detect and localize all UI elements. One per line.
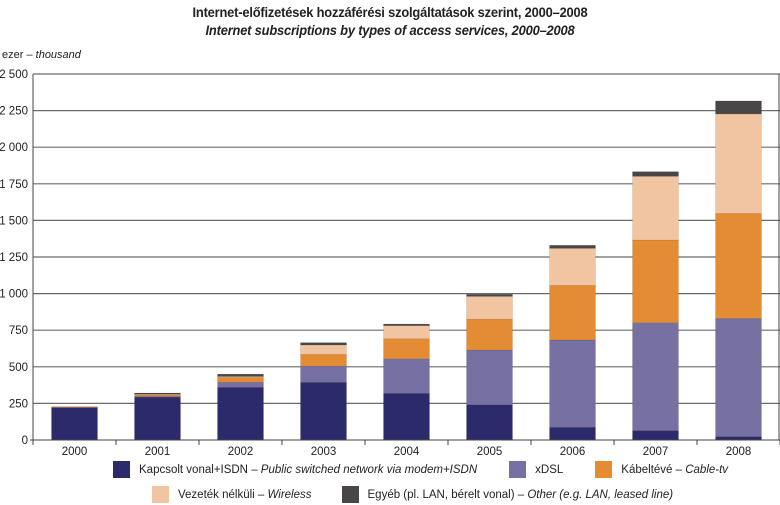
bar-segment <box>549 427 596 441</box>
bar-segment <box>715 213 762 319</box>
bar-segment <box>715 100 762 115</box>
legend-swatch-wireless <box>152 486 169 503</box>
legend-label-hu: Vezeték nélküli <box>178 488 255 501</box>
y-tick-label: 1 750 <box>0 179 28 191</box>
legend-label-en: Public switched network via modem+ISDN <box>260 463 478 476</box>
y-tick-label: 2 500 <box>0 69 28 81</box>
bar-segment <box>549 248 596 286</box>
bar-segment <box>632 430 679 441</box>
x-tick-label: 2008 <box>726 446 752 458</box>
bar-segment <box>466 318 513 351</box>
bar-segment <box>300 382 347 441</box>
bar-segment <box>466 294 513 297</box>
y-tick-label: 750 <box>9 325 28 337</box>
bar-segment <box>300 354 347 367</box>
bar-segment <box>300 342 347 346</box>
legend-swatch-xdsl <box>509 461 527 478</box>
bar-segment <box>632 239 679 323</box>
bar-segment <box>632 176 679 241</box>
legend-label-en: Wireless <box>267 488 312 501</box>
y-tick-label: 1 000 <box>0 289 28 301</box>
legend-item-dialup: Kapcsolt vonal+ISDN – Public switched ne… <box>113 461 477 478</box>
unit-label-hu: ezer <box>2 49 24 61</box>
bar-segment <box>715 436 762 441</box>
bar-segment <box>217 381 264 388</box>
legend-item-other: Egyéb (pl. LAN, bérelt vonal) – Other (e… <box>341 486 674 503</box>
y-tick-label: 2 250 <box>0 106 28 118</box>
bar-segment <box>217 377 264 383</box>
bar-segment <box>383 393 430 441</box>
y-tick-label: 1 500 <box>0 215 28 227</box>
legend-swatch-other <box>341 486 359 503</box>
x-tick-label: 2006 <box>560 446 586 458</box>
legend-item-xdsl: xDSL <box>509 461 563 478</box>
bar-segment <box>466 349 513 405</box>
x-tick-label: 2001 <box>145 446 171 458</box>
legend-item-cable: Kábeltévé – Cable-tv <box>595 461 728 478</box>
bar-segment <box>632 322 679 431</box>
legend-item-wireless: Vezeték nélküli – Wireless <box>152 486 312 503</box>
bar-segment <box>383 338 430 359</box>
legend-label-hu: Kapcsolt vonal+ISDN <box>139 463 248 476</box>
bar-segment <box>383 323 430 326</box>
bar-segment <box>383 358 430 394</box>
bar-segment <box>134 396 181 441</box>
bar-segment <box>715 113 762 214</box>
x-tick-label: 2002 <box>228 446 254 458</box>
bar-segment <box>715 318 762 437</box>
legend-label-hu: Egyéb (pl. LAN, bérelt vonal) <box>367 488 515 501</box>
y-axis-unit-label: ezer – thousand <box>2 49 81 61</box>
legend-label-hu: Kábeltévé <box>621 463 673 476</box>
bar-segment <box>383 325 430 339</box>
bar-segment <box>549 339 596 428</box>
unit-label-en: thousand <box>35 49 81 61</box>
y-tick-label: 500 <box>9 362 28 374</box>
x-tick-label: 2004 <box>394 446 420 458</box>
chart-title: Internet-előfizetések hozzáférési szolgá… <box>192 4 588 20</box>
legend-label-hu: xDSL <box>535 463 564 476</box>
y-tick-label: 250 <box>9 398 28 410</box>
legend-swatch-cable <box>595 461 613 478</box>
bar-segment <box>51 406 98 441</box>
bar-segment <box>549 285 596 341</box>
bar-segment <box>632 171 679 177</box>
chart-subtitle: Internet subscriptions by types of acces… <box>205 22 575 38</box>
legend-label-en: Cable-tv <box>685 463 729 476</box>
bar-segment <box>134 392 181 395</box>
bar-segment <box>217 373 264 377</box>
x-tick-label: 2007 <box>643 446 669 458</box>
bar-segment <box>300 344 347 355</box>
y-tick-label: 0 <box>22 435 28 447</box>
bar-segment <box>466 404 513 441</box>
legend-swatch-dialup <box>113 461 130 478</box>
legend-row-1: Kapcsolt vonal+ISDN – Public switched ne… <box>113 461 750 478</box>
stacked-bar-chart: 0 250 500 750 1 000 1 250 1 500 1 750 2 000 2 250… <box>0 69 780 458</box>
legend-row-2: Vezeték nélküli – Wireless Egyéb (pl. LA… <box>152 486 695 503</box>
bar-segment <box>217 387 264 441</box>
x-tick-label: 2000 <box>62 446 88 458</box>
x-tick-label: 2005 <box>477 446 503 458</box>
bar-segment <box>51 406 98 408</box>
bar-segment <box>549 245 596 249</box>
legend-label-en: Other (e.g. LAN, leased line) <box>527 488 674 501</box>
y-tick-label: 1 250 <box>0 252 28 264</box>
bar-segment <box>466 296 513 320</box>
bar-segment <box>300 365 347 383</box>
x-tick-label: 2003 <box>311 446 337 458</box>
y-tick-label: 2 000 <box>0 142 28 154</box>
